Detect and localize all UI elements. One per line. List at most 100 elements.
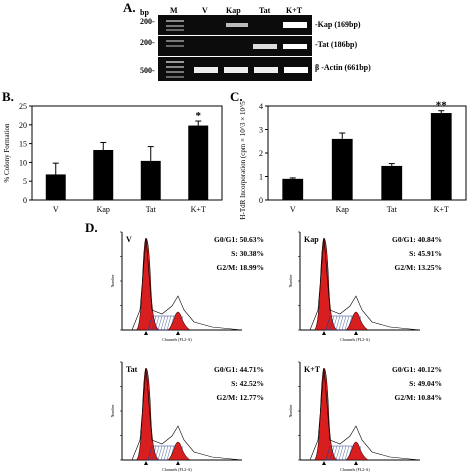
- panel-c-label: C.: [230, 89, 243, 104]
- plot-frame: [31, 105, 223, 201]
- flow-cytometry-panel: Number Channels (FL2-A) V G0/G1: 50.63% S: 3…: [110, 231, 443, 472]
- y-tick-label: 0: [23, 196, 27, 205]
- s-percent: S: 30.38%: [231, 249, 264, 258]
- peak-marker: [354, 461, 358, 465]
- s-phase-hatch: [332, 315, 338, 331]
- x-tick-label: V: [53, 205, 59, 214]
- peak-marker: [354, 331, 358, 335]
- g1-percent: G0/G1: 40.84%: [392, 235, 442, 244]
- sample-label: Tat: [126, 365, 138, 374]
- bar: [381, 165, 403, 200]
- x-tick-label: K+T: [191, 205, 206, 214]
- y-tick-label: 2: [259, 149, 263, 158]
- g2-peak: [345, 441, 369, 461]
- x-tick-label: K+T: [434, 205, 449, 214]
- peak-marker: [144, 461, 148, 465]
- s-phase-hatch: [344, 445, 350, 461]
- s-phase-hatch: [151, 315, 157, 331]
- x-axis-label: Channels (FL2-A): [340, 467, 370, 472]
- s-phase-hatch: [329, 315, 335, 331]
- s-phase-hatch: [163, 315, 169, 331]
- bar: [188, 125, 209, 200]
- gel-band-kap: -Kap (169bp): [315, 20, 361, 29]
- x-tick-label: V: [290, 205, 296, 214]
- s-phase-hatch: [335, 315, 341, 331]
- s-percent: S: 49.04%: [409, 379, 442, 388]
- s-phase-hatch: [157, 445, 163, 461]
- gel-image-actin: [158, 57, 312, 81]
- gel-lane-m: M: [170, 6, 178, 15]
- panel-b-label: B.: [2, 89, 14, 104]
- histogram-outline: [309, 237, 421, 331]
- s-phase-hatch: [157, 315, 163, 331]
- gel-ladder-mark: 200-: [140, 38, 155, 47]
- peak-marker: [176, 331, 180, 335]
- s-percent: S: 42.52%: [231, 379, 264, 388]
- bar: [93, 149, 114, 200]
- x-tick-label: Kap: [97, 205, 110, 214]
- peak-marker: [322, 461, 326, 465]
- peak-marker: [176, 461, 180, 465]
- s-phase-hatch: [166, 445, 172, 461]
- gel-ladder-mark: 200-: [140, 17, 155, 26]
- s-phase-hatch: [338, 445, 344, 461]
- y-axis-label: Number: [110, 274, 115, 288]
- panel-d-label: D.: [85, 220, 98, 235]
- peak-marker: [322, 331, 326, 335]
- s-phase-hatch: [151, 445, 157, 461]
- x-axis-label: Channels (FL2-A): [340, 337, 370, 342]
- significance-mark: *: [196, 110, 202, 122]
- sample-label: K+T: [304, 365, 321, 374]
- y-tick-label: 20: [19, 121, 27, 130]
- x-axis-label: Channels (FL2-A): [162, 337, 192, 342]
- flow-histogram: Number Channels (FL2-A) V G0/G1: 50.63% S: 3…: [110, 231, 264, 342]
- y-tick-label: 1: [259, 173, 263, 182]
- gel-ladder-mark: 500-: [140, 66, 155, 75]
- flow-histogram: Number Channels (FL2-A) K+T G0/G1: 40.12% S:…: [288, 361, 443, 472]
- bar: [282, 178, 304, 200]
- y-axis-label: ³H-TdR Incorporation (cpm × 10^3 × 10^5 …: [239, 100, 247, 220]
- chart-tdr-incorporation: 0 1 2 3 4 V Kap Tat K+T ** ³H-TdR Incorporation (c…: [239, 100, 467, 220]
- g2-percent: G2/M: 10.84%: [395, 393, 443, 402]
- gel-bp-label: bp: [140, 8, 149, 17]
- s-phase-hatch: [335, 445, 341, 461]
- s-phase-hatch: [329, 445, 335, 461]
- s-phase-hatch: [154, 445, 160, 461]
- g1-percent: G0/G1: 50.63%: [214, 235, 264, 244]
- s-percent: S: 45.91%: [409, 249, 442, 258]
- s-phase-hatch: [166, 315, 172, 331]
- sample-label: Kap: [304, 235, 319, 244]
- s-phase-hatch: [163, 445, 169, 461]
- x-tick-label: Tat: [146, 205, 157, 214]
- significance-mark: **: [436, 100, 448, 112]
- s-phase-hatch: [344, 315, 350, 331]
- peak-marker: [144, 331, 148, 335]
- g1-percent: G0/G1: 44.71%: [214, 365, 264, 374]
- bar: [331, 138, 353, 200]
- s-phase-hatch: [341, 315, 347, 331]
- s-phase-hatch: [338, 315, 344, 331]
- histogram-outline: [131, 237, 243, 331]
- y-tick-label: 25: [19, 102, 27, 111]
- bar: [430, 113, 452, 200]
- gel-image-kap: [158, 15, 312, 35]
- sample-label: V: [126, 235, 132, 244]
- y-tick-label: 15: [19, 140, 27, 149]
- gel-image-tat: [158, 36, 312, 56]
- gel-lane-tat: Tat: [259, 6, 271, 15]
- bar: [140, 160, 161, 200]
- y-axis-label: Number: [288, 404, 293, 418]
- panel-a-label: A.: [123, 0, 136, 15]
- y-axis-label: Number: [110, 404, 115, 418]
- y-tick-label: 0: [259, 196, 263, 205]
- y-tick-label: 3: [259, 126, 263, 135]
- g2-peak: [167, 311, 191, 331]
- chart-colony-formation: 0 5 10 15 20 25 V Kap Tat K+T * % Colony Formation: [3, 102, 223, 214]
- gel-band-actin: β -Actin (661bp): [315, 63, 371, 72]
- gel-lane-kt: K+T: [286, 6, 303, 15]
- g2-peak: [167, 441, 191, 461]
- x-tick-label: Tat: [387, 205, 398, 214]
- s-phase-hatch: [332, 445, 338, 461]
- s-phase-hatch: [160, 445, 166, 461]
- g2-percent: G2/M: 12.77%: [217, 393, 265, 402]
